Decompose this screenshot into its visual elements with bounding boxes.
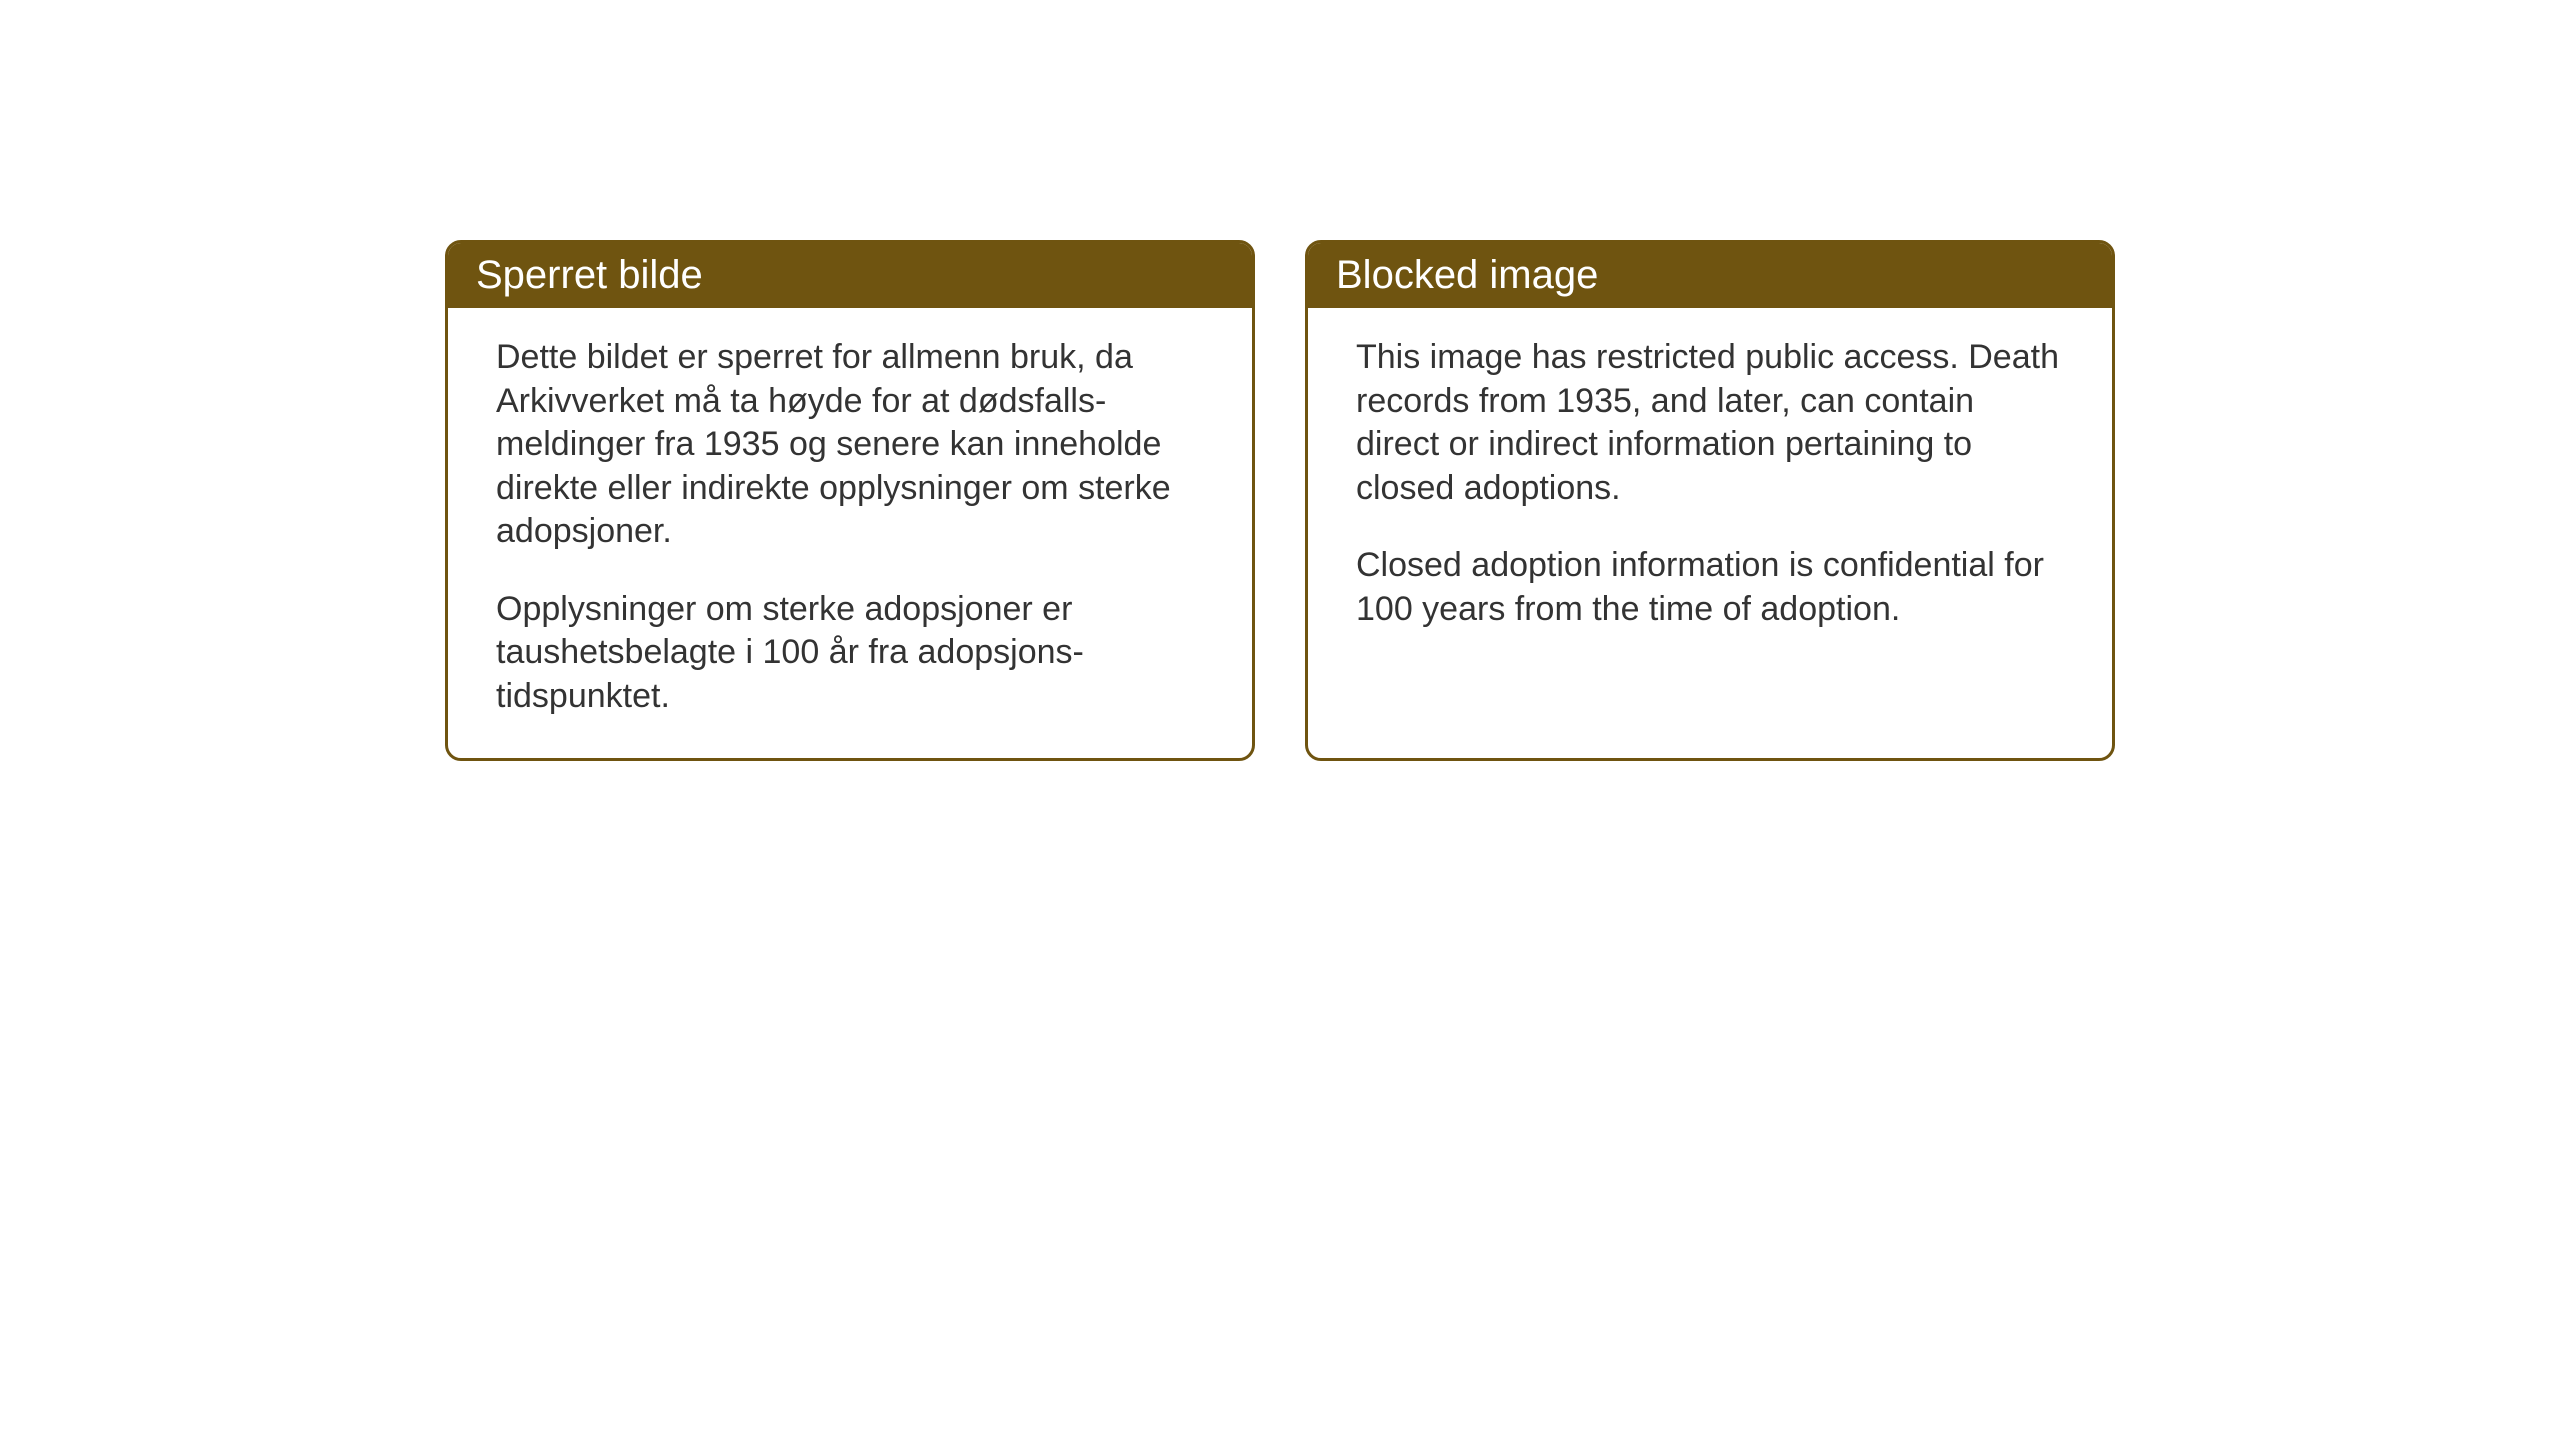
card-header-english: Blocked image	[1308, 243, 2112, 308]
card-body-norwegian: Dette bildet er sperret for allmenn bruk…	[448, 308, 1252, 758]
card-body-english: This image has restricted public access.…	[1308, 308, 2112, 671]
notice-card-english: Blocked image This image has restricted …	[1305, 240, 2115, 761]
card-title-english: Blocked image	[1336, 253, 1598, 297]
notice-container: Sperret bilde Dette bildet er sperret fo…	[445, 240, 2115, 761]
card-paragraph-1-norwegian: Dette bildet er sperret for allmenn bruk…	[496, 336, 1204, 554]
card-paragraph-1-english: This image has restricted public access.…	[1356, 336, 2064, 510]
card-header-norwegian: Sperret bilde	[448, 243, 1252, 308]
notice-card-norwegian: Sperret bilde Dette bildet er sperret fo…	[445, 240, 1255, 761]
card-paragraph-2-english: Closed adoption information is confident…	[1356, 544, 2064, 631]
card-paragraph-2-norwegian: Opplysninger om sterke adopsjoner er tau…	[496, 588, 1204, 719]
card-title-norwegian: Sperret bilde	[476, 253, 703, 297]
